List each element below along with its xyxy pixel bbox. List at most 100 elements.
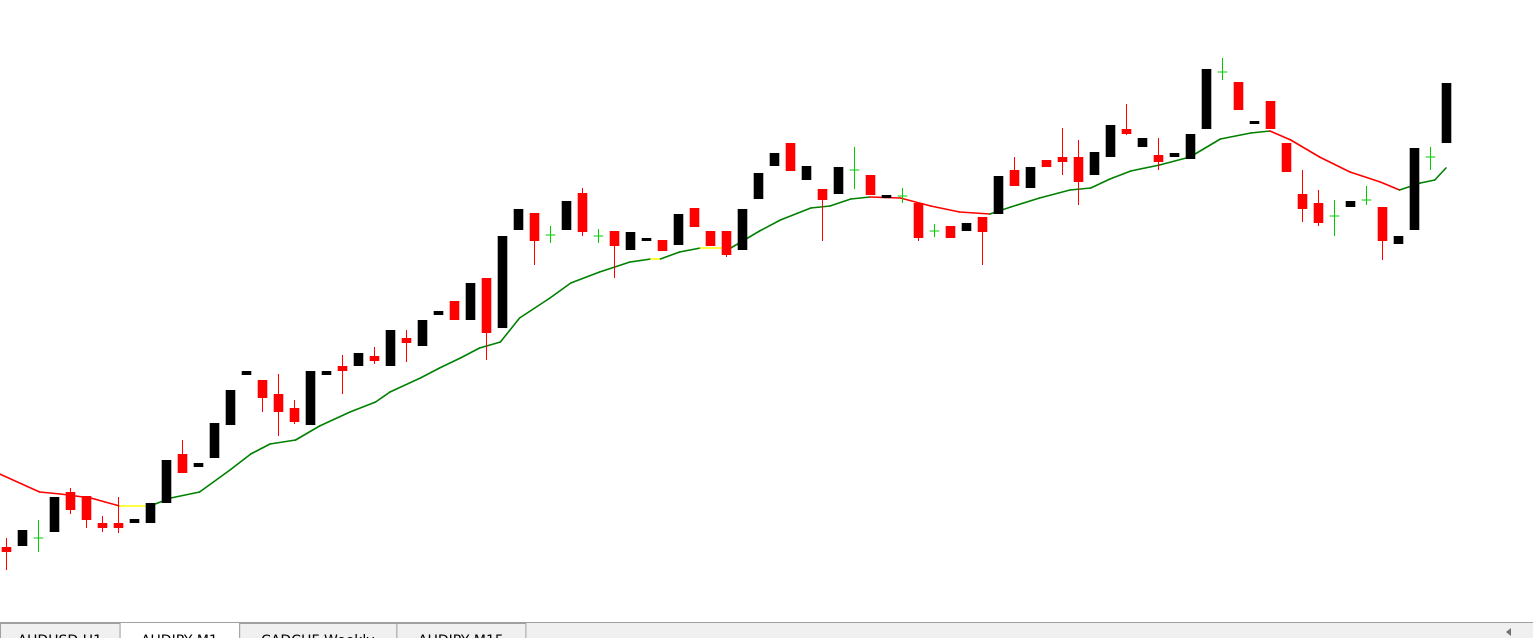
moving-average-segment bbox=[294, 425, 321, 441]
candle-body bbox=[833, 167, 844, 194]
candle-body bbox=[49, 497, 60, 532]
moving-average-segment bbox=[1089, 178, 1111, 189]
moving-average-segment bbox=[678, 247, 702, 253]
candle-body bbox=[401, 338, 412, 343]
candle-body bbox=[1185, 134, 1196, 159]
moving-average-segment bbox=[169, 491, 201, 499]
candle-body bbox=[1009, 170, 1020, 186]
moving-average-segment bbox=[1009, 197, 1041, 208]
candle-body bbox=[513, 209, 524, 230]
candle-body bbox=[817, 189, 828, 200]
moving-average-segment bbox=[1349, 171, 1382, 183]
tab-label: AUDJPY,M15 bbox=[418, 633, 504, 638]
candle-body bbox=[1201, 69, 1212, 129]
moving-average-segment bbox=[779, 207, 812, 221]
candle-body bbox=[113, 523, 124, 528]
tab[interactable]: CADCHF,Weekly bbox=[239, 623, 398, 638]
candle-body bbox=[1345, 201, 1356, 207]
candle-body bbox=[241, 371, 252, 375]
candle-body bbox=[305, 371, 316, 425]
candle-body bbox=[1121, 129, 1132, 134]
candle-body bbox=[961, 223, 972, 231]
candle-body bbox=[321, 371, 332, 375]
candle-body bbox=[81, 496, 92, 520]
candle-body bbox=[801, 166, 812, 180]
moving-average-segment bbox=[198, 469, 231, 493]
candle-body bbox=[721, 231, 732, 255]
moving-average-segment bbox=[899, 197, 932, 207]
moving-average-segment bbox=[929, 205, 961, 213]
moving-average-segment bbox=[318, 411, 351, 427]
candle-body bbox=[417, 320, 428, 346]
candle-body bbox=[369, 356, 380, 361]
moving-average-segment bbox=[499, 317, 521, 343]
candle-body bbox=[385, 330, 396, 366]
moving-average-segment bbox=[1289, 139, 1321, 158]
tab-label: AUDJPY,M1 bbox=[141, 633, 218, 638]
candle-body bbox=[625, 232, 636, 250]
candle-body bbox=[273, 394, 284, 412]
candle-body bbox=[209, 423, 220, 458]
candle-body bbox=[433, 311, 444, 315]
moving-average-segment bbox=[1249, 130, 1271, 134]
scroll-arrow[interactable] bbox=[1506, 628, 1511, 636]
tab[interactable]: AUDJPY,M15 bbox=[396, 623, 527, 638]
moving-average-segment bbox=[269, 439, 297, 445]
candle-body bbox=[497, 236, 508, 328]
moving-average-segment bbox=[1129, 164, 1161, 172]
candle-body bbox=[641, 238, 652, 241]
candle-body bbox=[1057, 157, 1068, 162]
tab-label: AUDUSD,H1 bbox=[18, 633, 102, 638]
candle-body bbox=[1169, 153, 1180, 157]
candle-body bbox=[1297, 194, 1308, 209]
moving-average-segment bbox=[809, 205, 831, 209]
candle-body bbox=[1073, 157, 1084, 182]
candle-body bbox=[225, 390, 236, 425]
moving-average-segment bbox=[249, 443, 271, 455]
moving-average-segment bbox=[1158, 156, 1191, 166]
moving-average-segment bbox=[1109, 170, 1132, 180]
moving-average-segment bbox=[829, 198, 852, 207]
moving-average-segment bbox=[478, 341, 502, 349]
moving-average-segment bbox=[659, 251, 681, 260]
moving-average-segment bbox=[1318, 156, 1351, 173]
candle-body bbox=[465, 283, 476, 320]
candle-body bbox=[1153, 155, 1164, 162]
tab-active[interactable]: AUDJPY,M1 bbox=[119, 622, 241, 638]
candle-body bbox=[785, 143, 796, 171]
candle-body bbox=[1377, 207, 1388, 241]
candle-body bbox=[1, 547, 12, 552]
tab[interactable]: AUDUSD,H1 bbox=[0, 623, 121, 638]
candle-body bbox=[913, 203, 924, 238]
candle-body bbox=[1313, 203, 1324, 223]
candle-body bbox=[17, 530, 28, 546]
candle-body bbox=[481, 278, 492, 333]
candle-body bbox=[945, 226, 956, 238]
candle-body bbox=[193, 463, 204, 467]
tab-label: CADCHF,Weekly bbox=[261, 633, 374, 638]
moving-average-segment bbox=[419, 367, 441, 379]
candle-body bbox=[1089, 152, 1100, 175]
candle-body bbox=[705, 231, 716, 246]
moving-average-segment bbox=[849, 196, 871, 200]
candle-body bbox=[65, 492, 76, 510]
moving-average-segment bbox=[1219, 132, 1252, 140]
candle-body bbox=[977, 217, 988, 232]
moving-average-segment bbox=[459, 347, 481, 359]
candle-body bbox=[1249, 121, 1260, 124]
moving-average-segment bbox=[349, 401, 377, 413]
candle-body bbox=[353, 353, 364, 366]
candle-body bbox=[177, 454, 188, 473]
candle-body bbox=[737, 209, 748, 250]
moving-average-segment bbox=[518, 297, 551, 319]
candle-body bbox=[769, 153, 780, 166]
candle-body bbox=[993, 176, 1004, 214]
moving-average-segment bbox=[389, 377, 422, 393]
candle-body bbox=[577, 193, 588, 232]
candle-body bbox=[145, 503, 156, 523]
plot-area bbox=[0, 58, 1452, 570]
candle-body bbox=[337, 366, 348, 371]
candle-body bbox=[1393, 236, 1404, 244]
candle-body bbox=[257, 380, 268, 398]
